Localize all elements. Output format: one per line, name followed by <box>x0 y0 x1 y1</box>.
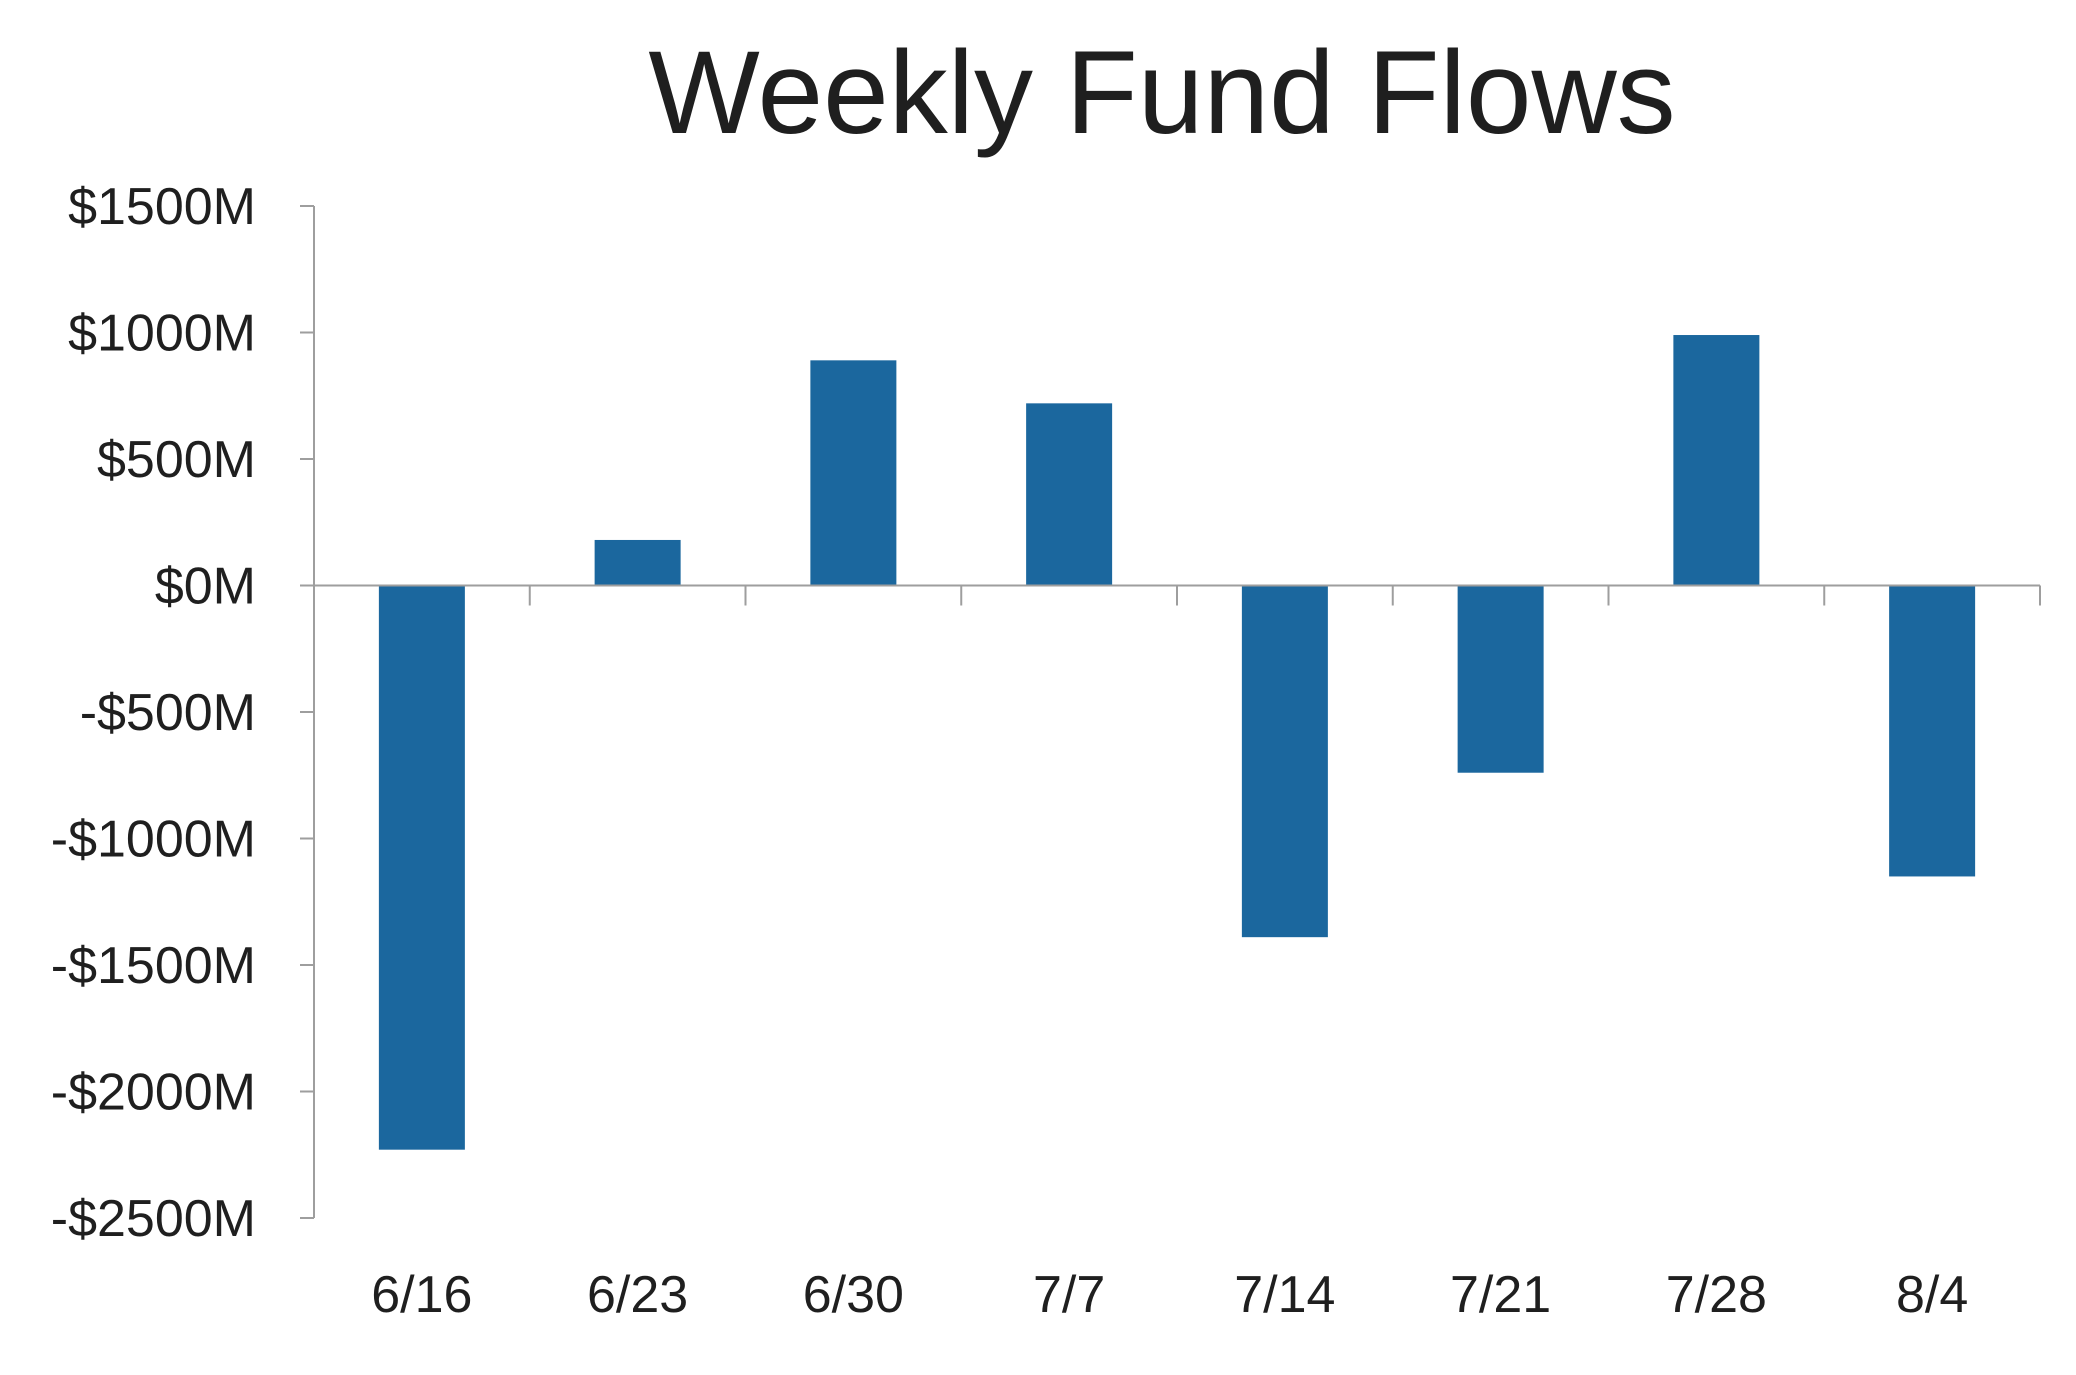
x-tick-label: 7/14 <box>1234 1266 1335 1324</box>
bar-8-4 <box>1889 585 1976 877</box>
x-tick-label: 6/30 <box>803 1266 904 1324</box>
bar-7-21 <box>1457 585 1544 773</box>
x-tick-label: 8/4 <box>1896 1266 1968 1324</box>
bar-7-28 <box>1673 335 1760 586</box>
bar-6-30 <box>810 360 897 586</box>
x-tick-label: 7/28 <box>1666 1266 1767 1324</box>
y-tick-label: $0M <box>155 558 256 616</box>
y-tick-label: $500M <box>97 431 256 489</box>
x-tick-label: 6/16 <box>371 1266 472 1324</box>
y-tick-label: -$500M <box>80 684 256 742</box>
y-tick-label: -$1500M <box>51 937 256 995</box>
x-tick-label: 7/21 <box>1450 1266 1551 1324</box>
x-tick-label: 7/7 <box>1033 1266 1105 1324</box>
bar-6-16 <box>378 585 465 1150</box>
bar-7-7 <box>1026 403 1113 586</box>
bar-7-14 <box>1241 585 1328 938</box>
chart-title: Weekly Fund Flows <box>648 27 1675 159</box>
y-tick-label: $1500M <box>68 178 256 236</box>
y-axis: $1500M $1000M $500M $0M -$500M -$1000M -$1500M… <box>51 178 315 1248</box>
x-axis: 6/16 6/23 6/30 7/7 7/14 7/21 7/28 8/4 <box>314 584 2041 1324</box>
y-tick-label: -$2000M <box>51 1064 256 1122</box>
bars-group <box>378 335 1976 1150</box>
y-tick-label: $1000M <box>68 305 256 363</box>
y-tick-label: -$2500M <box>51 1190 256 1248</box>
y-tick-label: -$1000M <box>51 811 256 869</box>
x-tick-label: 6/23 <box>587 1266 688 1324</box>
bar-6-23 <box>594 539 681 586</box>
